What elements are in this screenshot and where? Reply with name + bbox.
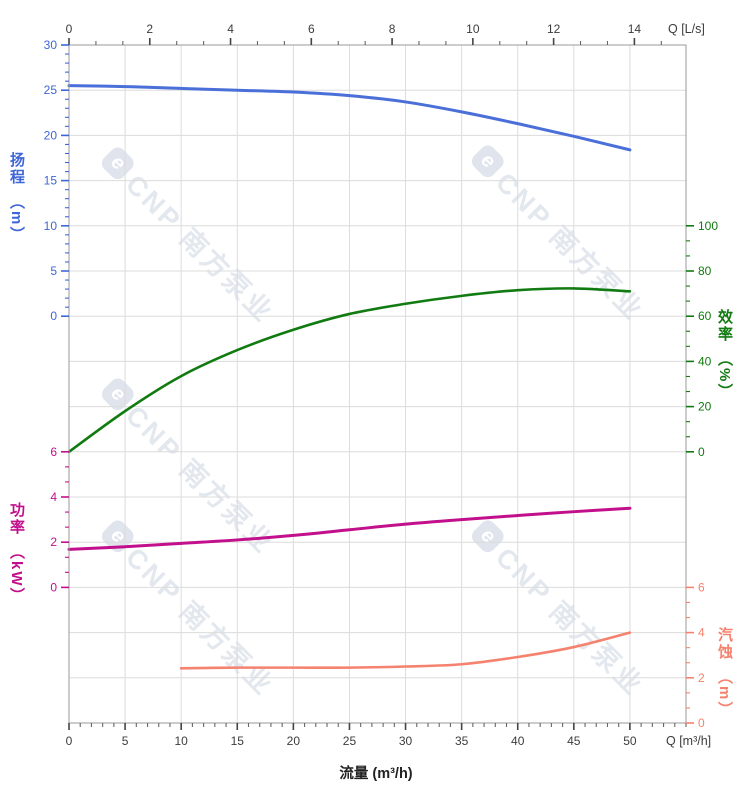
tick-label: 2 [146,22,153,36]
tick-label: 0 [698,716,705,730]
tick-label: 2 [50,535,57,549]
tick-label: 10 [466,22,480,36]
tick-label: 45 [567,734,581,748]
tick-label: 20 [698,400,712,414]
tick-label: 80 [698,264,712,278]
tick-label: 0 [50,309,57,323]
tick-label: 35 [455,734,469,748]
npsh-curve [179,631,632,670]
efficiency-curve [67,287,632,454]
tick-label: 30 [44,38,58,52]
tick-label: 2 [698,671,705,685]
gridlines [69,45,686,723]
tick-label: 5 [122,734,129,748]
bottom-axis-unit-label: Q [m³/h] [666,734,712,748]
flow-axis-title: 流量 (m³/h) [339,766,413,782]
tick-label: 15 [231,734,245,748]
power-curve [67,506,632,551]
tick-label: 20 [287,734,301,748]
npsh-axis: 6 4 2 0 [686,580,705,730]
head-curve [67,84,632,152]
tick-label: 6 [50,445,57,459]
tick-label: 4 [698,626,705,640]
tick-label: 25 [343,734,357,748]
top-axis-unit-label: Q [L/s] [668,22,705,36]
efficiency-axis: 100 80 60 40 20 0 [686,219,718,459]
tick-label: 0 [66,734,73,748]
tick-label: 6 [308,22,315,36]
tick-label: 30 [399,734,413,748]
tick-label: 5 [50,264,57,278]
tick-label: 25 [44,83,58,97]
head-axis-title: 扬程（m） [8,152,25,244]
tick-label: 0 [50,580,57,594]
tick-label: 8 [389,22,396,36]
efficiency-axis-title: 效率（%） [716,309,733,401]
plot-border [68,44,687,724]
head-axis: 30 25 20 15 10 5 0 [44,38,69,323]
tick-label: 15 [44,174,58,188]
npsh-axis-title: 汽蚀（m） [716,627,733,719]
tick-label: 4 [50,490,57,504]
tick-label: 100 [698,219,718,233]
tick-label: 12 [547,22,561,36]
top-axis: 0 2 4 6 8 10 12 14 [66,22,662,45]
tick-label: 0 [698,445,705,459]
tick-label: 40 [511,734,525,748]
tick-label: 20 [44,128,58,142]
tick-label: 4 [227,22,234,36]
power-axis-title: 功率（kW） [8,502,25,605]
bottom-axis: 0 5 10 15 20 25 30 35 40 45 50 [66,723,687,748]
tick-label: 10 [175,734,189,748]
tick-label: 40 [698,354,712,368]
tick-label: 10 [44,219,58,233]
tick-label: 0 [66,22,73,36]
tick-label: 50 [623,734,637,748]
tick-label: 6 [698,580,705,594]
curves [67,84,632,670]
tick-label: 14 [628,22,642,36]
power-axis: 6 4 2 0 [50,445,69,594]
tick-label: 60 [698,309,712,323]
